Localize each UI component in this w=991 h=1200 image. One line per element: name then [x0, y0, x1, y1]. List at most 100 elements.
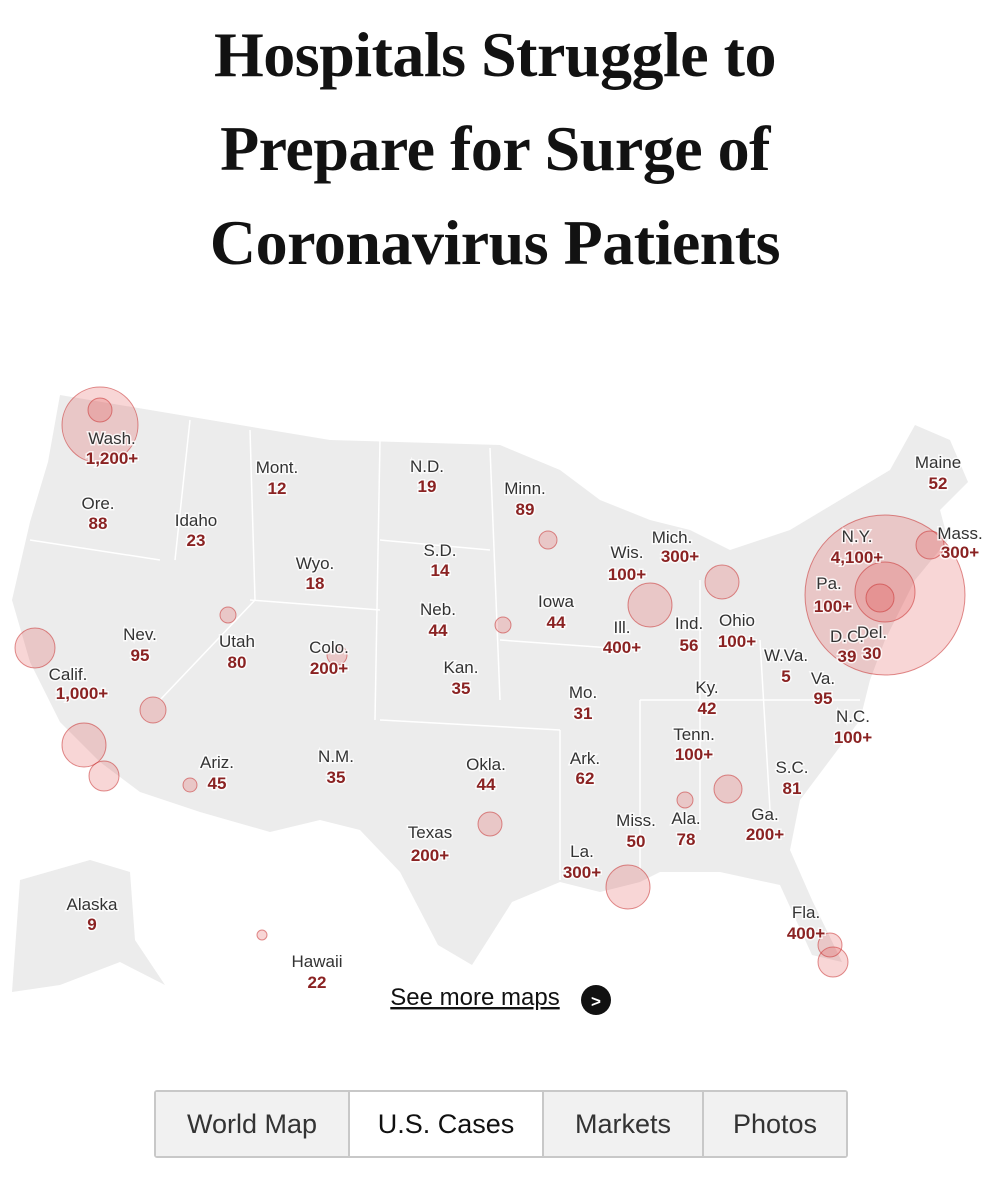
- state-name: Wash.: [88, 429, 136, 448]
- case-count: 300+: [941, 543, 979, 562]
- state-name: Calif.: [49, 665, 88, 684]
- case-count: 35: [452, 679, 471, 698]
- state-borders: [29, 419, 860, 880]
- case-count: 100+: [814, 597, 852, 616]
- case-count: 44: [547, 613, 566, 632]
- case-count: 45: [208, 774, 227, 793]
- case-count: 18: [306, 574, 325, 593]
- case-count: 200+: [411, 846, 449, 865]
- state-name: Tenn.: [673, 725, 715, 744]
- state-name: La.: [570, 842, 594, 861]
- case-count: 9: [87, 915, 96, 934]
- case-count: 52: [929, 474, 948, 493]
- case-count: 39: [838, 647, 857, 666]
- case-count: 80: [228, 653, 247, 672]
- state-name: Colo.: [309, 638, 349, 657]
- state-name: Miss.: [616, 811, 656, 830]
- state-name: Hawaii: [291, 952, 342, 971]
- state-name: W.Va.: [764, 646, 808, 665]
- case-count: 50: [627, 832, 646, 851]
- case-count: 22: [308, 973, 327, 992]
- state-name: Del.: [857, 623, 887, 642]
- case-count: 44: [477, 775, 496, 794]
- case-count: 1,200+: [86, 449, 139, 468]
- headline[interactable]: Hospitals Struggle to Prepare for Surge …: [209, 19, 781, 278]
- state-name: Kan.: [444, 658, 479, 677]
- case-count: 100+: [608, 565, 646, 584]
- state-name: D.C.: [830, 627, 864, 646]
- case-count: 56: [680, 636, 699, 655]
- state-name: Ore.: [81, 494, 114, 513]
- case-count: 42: [698, 699, 717, 718]
- link-icon[interactable]: >: [591, 992, 601, 1011]
- case-count: 81: [783, 779, 802, 798]
- state-name: Mich.: [652, 528, 693, 547]
- state-name: N.C.: [836, 707, 870, 726]
- state-name: Pa.: [816, 574, 842, 593]
- state-labels: Wash.1,200+ Mont. 12 N.D.19 Minn. 89 Maine 52 Or…: [47, 428, 984, 994]
- case-count: 100+: [834, 728, 872, 747]
- state-name: S.C.: [775, 758, 808, 777]
- state-name: Minn.: [504, 479, 546, 498]
- state-name: Iowa: [538, 592, 574, 611]
- state-name: N.D.: [410, 457, 444, 476]
- state-name: Wyo.: [296, 554, 335, 573]
- state-name: N.Y.: [842, 527, 873, 546]
- case-count: 95: [131, 646, 150, 665]
- case-bubbles: [14, 386, 966, 978]
- tab[interactable]: U.S. Cases: [350, 1092, 544, 1156]
- case-count: 12: [268, 479, 287, 498]
- case-count: 23: [187, 531, 206, 550]
- case-count: 62: [576, 769, 595, 788]
- link-icon-bg[interactable]: [581, 985, 611, 1015]
- state-name: Va.: [811, 669, 835, 688]
- state-name: Okla.: [466, 755, 506, 774]
- see-more-link[interactable]: See more maps: [390, 984, 559, 1011]
- state-name: Ill.: [614, 618, 631, 637]
- case-count: 300+: [661, 547, 699, 566]
- case-count: 400+: [603, 638, 641, 657]
- tab[interactable]: Markets: [544, 1092, 704, 1156]
- case-count: 4,100+: [831, 548, 884, 567]
- case-count: 89: [516, 500, 535, 519]
- tab-bar: World Map U.S. Cases Markets Photos: [154, 1090, 848, 1158]
- state-name: Texas: [408, 823, 452, 842]
- state-name: Utah: [219, 632, 255, 651]
- tab[interactable]: World Map: [156, 1092, 350, 1156]
- case-count: 100+: [718, 632, 756, 651]
- alaska: [12, 860, 165, 992]
- map[interactable]: Wash.1,200+ Mont. 12 N.D.19 Minn. 89 Maine 52 Or…: [0, 0, 991, 1060]
- state-name: Idaho: [175, 511, 218, 530]
- state-name: Ky.: [695, 678, 718, 697]
- state-name: Mass.: [937, 524, 982, 543]
- state-name: S.D.: [423, 541, 456, 560]
- case-count: 19: [418, 477, 437, 496]
- case-count: 31: [574, 704, 593, 723]
- case-count: 400+: [787, 924, 825, 943]
- state-name: Mo.: [569, 683, 597, 702]
- case-count: 200+: [310, 659, 348, 678]
- state-name: Wis.: [610, 543, 643, 562]
- state-name: Ga.: [751, 805, 778, 824]
- state-name: Ark.: [570, 749, 600, 768]
- state-name: Neb.: [420, 600, 456, 619]
- case-count: 44: [429, 621, 448, 640]
- state-name: Ind.: [675, 614, 703, 633]
- state-name: Ariz.: [200, 753, 234, 772]
- case-count: 88: [89, 514, 108, 533]
- us-map: [12, 395, 968, 965]
- state-name: Maine: [915, 453, 961, 472]
- state-name: Mont.: [256, 458, 299, 477]
- state-name: Nev.: [123, 625, 157, 644]
- case-count: 95: [814, 689, 833, 708]
- state-name: N.M.: [318, 747, 354, 766]
- state-name: Fla.: [792, 903, 820, 922]
- case-count: 35: [327, 768, 346, 787]
- case-count: 300+: [563, 863, 601, 882]
- state-name: Alaska: [66, 895, 118, 914]
- case-count: 14: [431, 561, 450, 580]
- case-count: 5: [781, 667, 790, 686]
- case-count: 100+: [675, 745, 713, 764]
- tab[interactable]: Photos: [704, 1092, 846, 1156]
